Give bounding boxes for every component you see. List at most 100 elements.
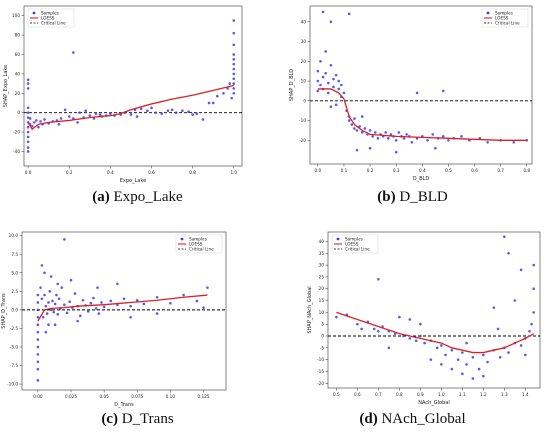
panel-b-sample-point (460, 135, 463, 138)
panel-a-sample-point (28, 117, 32, 120)
panel-d-sample-point (414, 339, 418, 343)
panel-b-sample-point (347, 119, 351, 122)
panel-d-sample-point (482, 374, 485, 378)
panel-c-sample-point (51, 299, 54, 303)
panel-a-ytick-label: -20 (13, 130, 20, 135)
panel-a-sample-point (232, 67, 236, 71)
panel-c-sample-point (76, 319, 79, 323)
panel-b-ytick-label: -20 (299, 138, 306, 143)
panel-c-sample-point (36, 360, 40, 364)
caption-a: (a) Expo_Lake (0, 189, 275, 206)
panel-d-ytick-label: 35 (319, 251, 325, 256)
panel-a-sample-point (195, 112, 199, 115)
panel-b-sample-point (334, 73, 338, 77)
panel-b-sample-point (371, 135, 374, 138)
panel-b-loess-line (317, 88, 527, 141)
panel-c-sample-point (69, 278, 73, 282)
panel-c-loess-line (37, 294, 208, 322)
panel-c-sample-point (36, 353, 40, 356)
panel-a-sample-point (26, 125, 30, 129)
panel-d-sample-point (450, 367, 454, 371)
caption-a-label: (a) (92, 189, 110, 205)
panel-c-frame (21, 231, 227, 391)
caption-b-label: (b) (377, 189, 396, 205)
panel-d-frame (327, 231, 541, 389)
panel-b-legend-loess-label: LOESS (495, 16, 509, 21)
panel-a-y-axis-label: SHAP_Expo_Lake (3, 65, 9, 107)
panel-a-frame (23, 5, 243, 167)
panel-b-sample-point (376, 137, 380, 140)
panel-d-sample-point (513, 299, 517, 302)
panel-a-ytick-label: -40 (13, 149, 20, 154)
panel-d-sample-point (503, 235, 506, 239)
panel-a-sample-point (26, 87, 30, 90)
panel-c-ytick-label: 5.0 (11, 270, 18, 275)
panel-c-sample-point (129, 316, 132, 319)
panel-a-sample-point (26, 140, 30, 144)
panel-a-sample-point (26, 78, 30, 81)
panel-c-sample-point (195, 299, 199, 303)
panel-a-sample-point (232, 87, 236, 90)
panel-a-sample-point (232, 58, 236, 61)
panel-a-sample-point (191, 113, 194, 116)
panel-a-sample-point (67, 115, 71, 118)
panel-c-sample-point (116, 282, 119, 286)
panel-a-sample-point (154, 111, 157, 114)
panel-c-sample-point (53, 323, 57, 327)
panel-d-sample-point (465, 363, 468, 366)
panel-b-xtick-label: 0.0 (314, 168, 321, 173)
panel-a-sample-point (135, 115, 139, 118)
panel-c-xtick-label: 0.10 (166, 394, 176, 399)
panel-c-sample-point (81, 298, 85, 302)
panel-d-sample-point (524, 353, 527, 357)
panel-c-ytick-label: -7.5 (10, 363, 19, 368)
panel-b-sample-point (326, 81, 330, 85)
panel-c-sample-point (36, 367, 40, 371)
panel-b-sample-point (368, 146, 372, 150)
panel-b-ytick-label: 0 (303, 98, 306, 103)
panel-d-sample-point (507, 251, 510, 255)
panel-d-sample-point (532, 263, 536, 267)
panel-c-sample-point (55, 293, 58, 297)
panel-a-sample-point (146, 109, 149, 113)
panel-c-x-axis-label: D_Trans (114, 402, 134, 408)
panel-b-sample-point (332, 85, 335, 89)
panel-b-sample-point (319, 83, 322, 87)
panel-d-sample-point (519, 344, 523, 347)
panel-a-sample-point (59, 117, 63, 120)
panel-a-sample-point (232, 19, 236, 22)
panel-c-sample-point (122, 297, 126, 301)
panel-a-sample-point (109, 112, 112, 115)
panel-c-sample-point (45, 312, 49, 315)
panel-d-xtick-label: 0.8 (396, 392, 403, 397)
panel-c-ytick-label: -5.0 (10, 344, 19, 349)
panel-d-sample-point (450, 348, 454, 352)
panel-c-sample-point (73, 292, 77, 295)
panel-a-sample-point (222, 91, 225, 95)
panel-a-sample-point (72, 51, 75, 54)
panel-b-sample-point (321, 75, 325, 79)
panel-c-sample-point (36, 338, 40, 341)
panel-d-xtick-label: 1.3 (501, 392, 508, 397)
panel-a-sample-point (201, 118, 205, 121)
panel-b-sample-point (324, 71, 327, 75)
panel-d-sample-point (372, 327, 376, 331)
panel-b-ytick-label: 30 (301, 39, 307, 44)
panel-b-sample-point (426, 139, 429, 142)
panel-a-sample-point (26, 146, 30, 149)
panel-c-sample-point (155, 312, 159, 315)
panel-d-sample-point (477, 367, 481, 371)
panel-d-sample-point (528, 329, 531, 333)
panel-a-xtick-label: 0.8 (189, 170, 196, 175)
panel-b-sample-point (316, 69, 320, 73)
panel-d-sample-point (532, 311, 536, 314)
panel-d-sample-point (461, 372, 464, 376)
panel-c-sample-point (49, 275, 53, 278)
panel-a-sample-point (57, 123, 61, 126)
panel-c-legend-box (175, 234, 223, 254)
panel-c-sample-point (68, 300, 71, 304)
panel-a-sample-point (187, 110, 190, 113)
panel-c-sample-point (36, 293, 40, 297)
panel-c-xtick-label: 0.00 (33, 394, 43, 399)
panel-c-xtick-label: 0.125 (197, 394, 209, 399)
